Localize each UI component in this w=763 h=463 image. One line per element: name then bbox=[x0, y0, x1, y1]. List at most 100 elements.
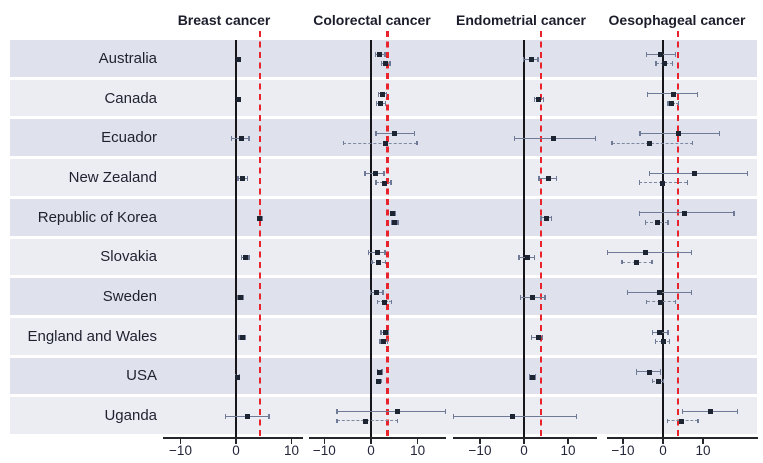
error-bar-cap bbox=[681, 409, 684, 415]
point-marker bbox=[363, 418, 369, 424]
error-bar-cap bbox=[382, 290, 384, 296]
axis-tick bbox=[370, 438, 372, 444]
point-marker bbox=[383, 61, 389, 67]
error-bar-cap bbox=[651, 259, 653, 265]
axis-tick-label: 10 bbox=[410, 443, 426, 458]
error-bar-cap bbox=[237, 295, 239, 301]
error-bar-cap bbox=[540, 215, 542, 221]
error-bar-cap bbox=[374, 51, 377, 57]
x-axis-line bbox=[607, 437, 758, 439]
error-bar-cap bbox=[248, 255, 250, 261]
error-bar-cap bbox=[651, 329, 654, 335]
point-marker bbox=[655, 379, 661, 384]
country-label: Sweden bbox=[102, 288, 157, 306]
axis-tick-label: 10 bbox=[560, 443, 576, 458]
country-label: Republic of Korea bbox=[37, 208, 157, 226]
axis-tick bbox=[417, 438, 419, 444]
error-bar-cap bbox=[364, 170, 366, 177]
error-bar-cap bbox=[674, 299, 677, 305]
error-bar-cap bbox=[384, 259, 386, 265]
panel-title-oesophageal: Oesophageal cancer bbox=[608, 12, 746, 28]
error-bar bbox=[336, 410, 446, 412]
axis-tick-label: −10 bbox=[611, 443, 635, 458]
error-bar bbox=[343, 142, 418, 144]
error-bar-cap bbox=[542, 334, 544, 340]
error-bar-cap bbox=[248, 136, 250, 142]
point-marker bbox=[374, 290, 380, 296]
point-marker bbox=[656, 290, 662, 296]
error-bar-cap bbox=[666, 418, 669, 424]
point-marker bbox=[381, 339, 387, 345]
point-marker bbox=[528, 56, 534, 62]
point-marker bbox=[375, 250, 381, 256]
country-label: England and Wales bbox=[27, 327, 157, 345]
point-marker bbox=[544, 215, 550, 221]
point-marker bbox=[658, 51, 664, 57]
error-bar-cap bbox=[268, 414, 270, 420]
row-stripe bbox=[10, 40, 757, 77]
point-marker bbox=[382, 140, 388, 146]
error-bar-cap bbox=[611, 140, 613, 146]
point-marker bbox=[237, 295, 243, 301]
point-marker bbox=[376, 259, 382, 265]
axis-tick bbox=[567, 438, 569, 444]
error-bar-cap bbox=[718, 131, 720, 137]
error-bar-cap bbox=[389, 210, 392, 216]
error-bar-cap bbox=[594, 136, 597, 142]
error-bar-cap bbox=[396, 418, 399, 424]
point-marker bbox=[660, 180, 666, 186]
error-bar-cap bbox=[397, 220, 399, 225]
axis-tick bbox=[235, 438, 237, 444]
point-marker bbox=[681, 210, 687, 216]
error-bar-cap bbox=[385, 91, 388, 97]
error-bar-cap bbox=[671, 61, 674, 66]
point-marker bbox=[634, 259, 640, 265]
row-stripe bbox=[10, 278, 757, 315]
error-bar-cap bbox=[646, 91, 649, 97]
error-bar-cap bbox=[385, 101, 387, 106]
error-bar-cap bbox=[697, 418, 699, 424]
point-marker bbox=[391, 131, 397, 137]
axis-tick bbox=[702, 438, 704, 444]
point-marker bbox=[378, 101, 384, 107]
error-bar-cap bbox=[519, 295, 521, 301]
error-bar-cap bbox=[636, 369, 638, 375]
point-marker bbox=[643, 250, 649, 256]
error-bar-cap bbox=[376, 369, 378, 375]
point-marker bbox=[530, 295, 536, 301]
axis-tick-label: −10 bbox=[169, 443, 192, 458]
axis-tick bbox=[523, 438, 525, 444]
red-dashed-reference-line bbox=[539, 31, 543, 437]
axis-tick-label: −10 bbox=[312, 443, 336, 458]
axis-tick-label: −10 bbox=[468, 443, 492, 458]
error-bar-cap bbox=[391, 220, 393, 225]
error-bar-cap bbox=[237, 175, 239, 182]
row-stripe bbox=[10, 317, 757, 355]
error-bar-cap bbox=[544, 295, 546, 301]
error-bar-cap bbox=[380, 378, 383, 384]
error-bar-cap bbox=[230, 136, 232, 142]
error-bar-cap bbox=[390, 180, 392, 185]
point-marker bbox=[670, 91, 676, 97]
error-bar-cap bbox=[522, 56, 524, 62]
point-marker bbox=[372, 171, 378, 176]
row-stripe bbox=[10, 397, 757, 435]
x-axis-line bbox=[163, 437, 303, 439]
error-bar-cap bbox=[691, 140, 694, 146]
error-bar-cap bbox=[668, 339, 671, 344]
point-marker bbox=[647, 140, 653, 146]
error-bar-cap bbox=[646, 299, 648, 305]
point-marker bbox=[390, 210, 396, 216]
axis-tick bbox=[290, 438, 293, 444]
panel-title-endometrial: Endometrial cancer bbox=[456, 12, 586, 28]
red-dashed-reference-line bbox=[676, 31, 680, 437]
error-bar-cap bbox=[241, 255, 243, 261]
error-bar-cap bbox=[375, 180, 377, 185]
error-bar-cap bbox=[646, 51, 648, 57]
error-bar-cap bbox=[242, 295, 245, 301]
error-bar-cap bbox=[444, 409, 446, 415]
error-bar-cap bbox=[555, 175, 558, 182]
error-bar-cap bbox=[690, 250, 693, 256]
error-bar-cap bbox=[655, 61, 657, 66]
